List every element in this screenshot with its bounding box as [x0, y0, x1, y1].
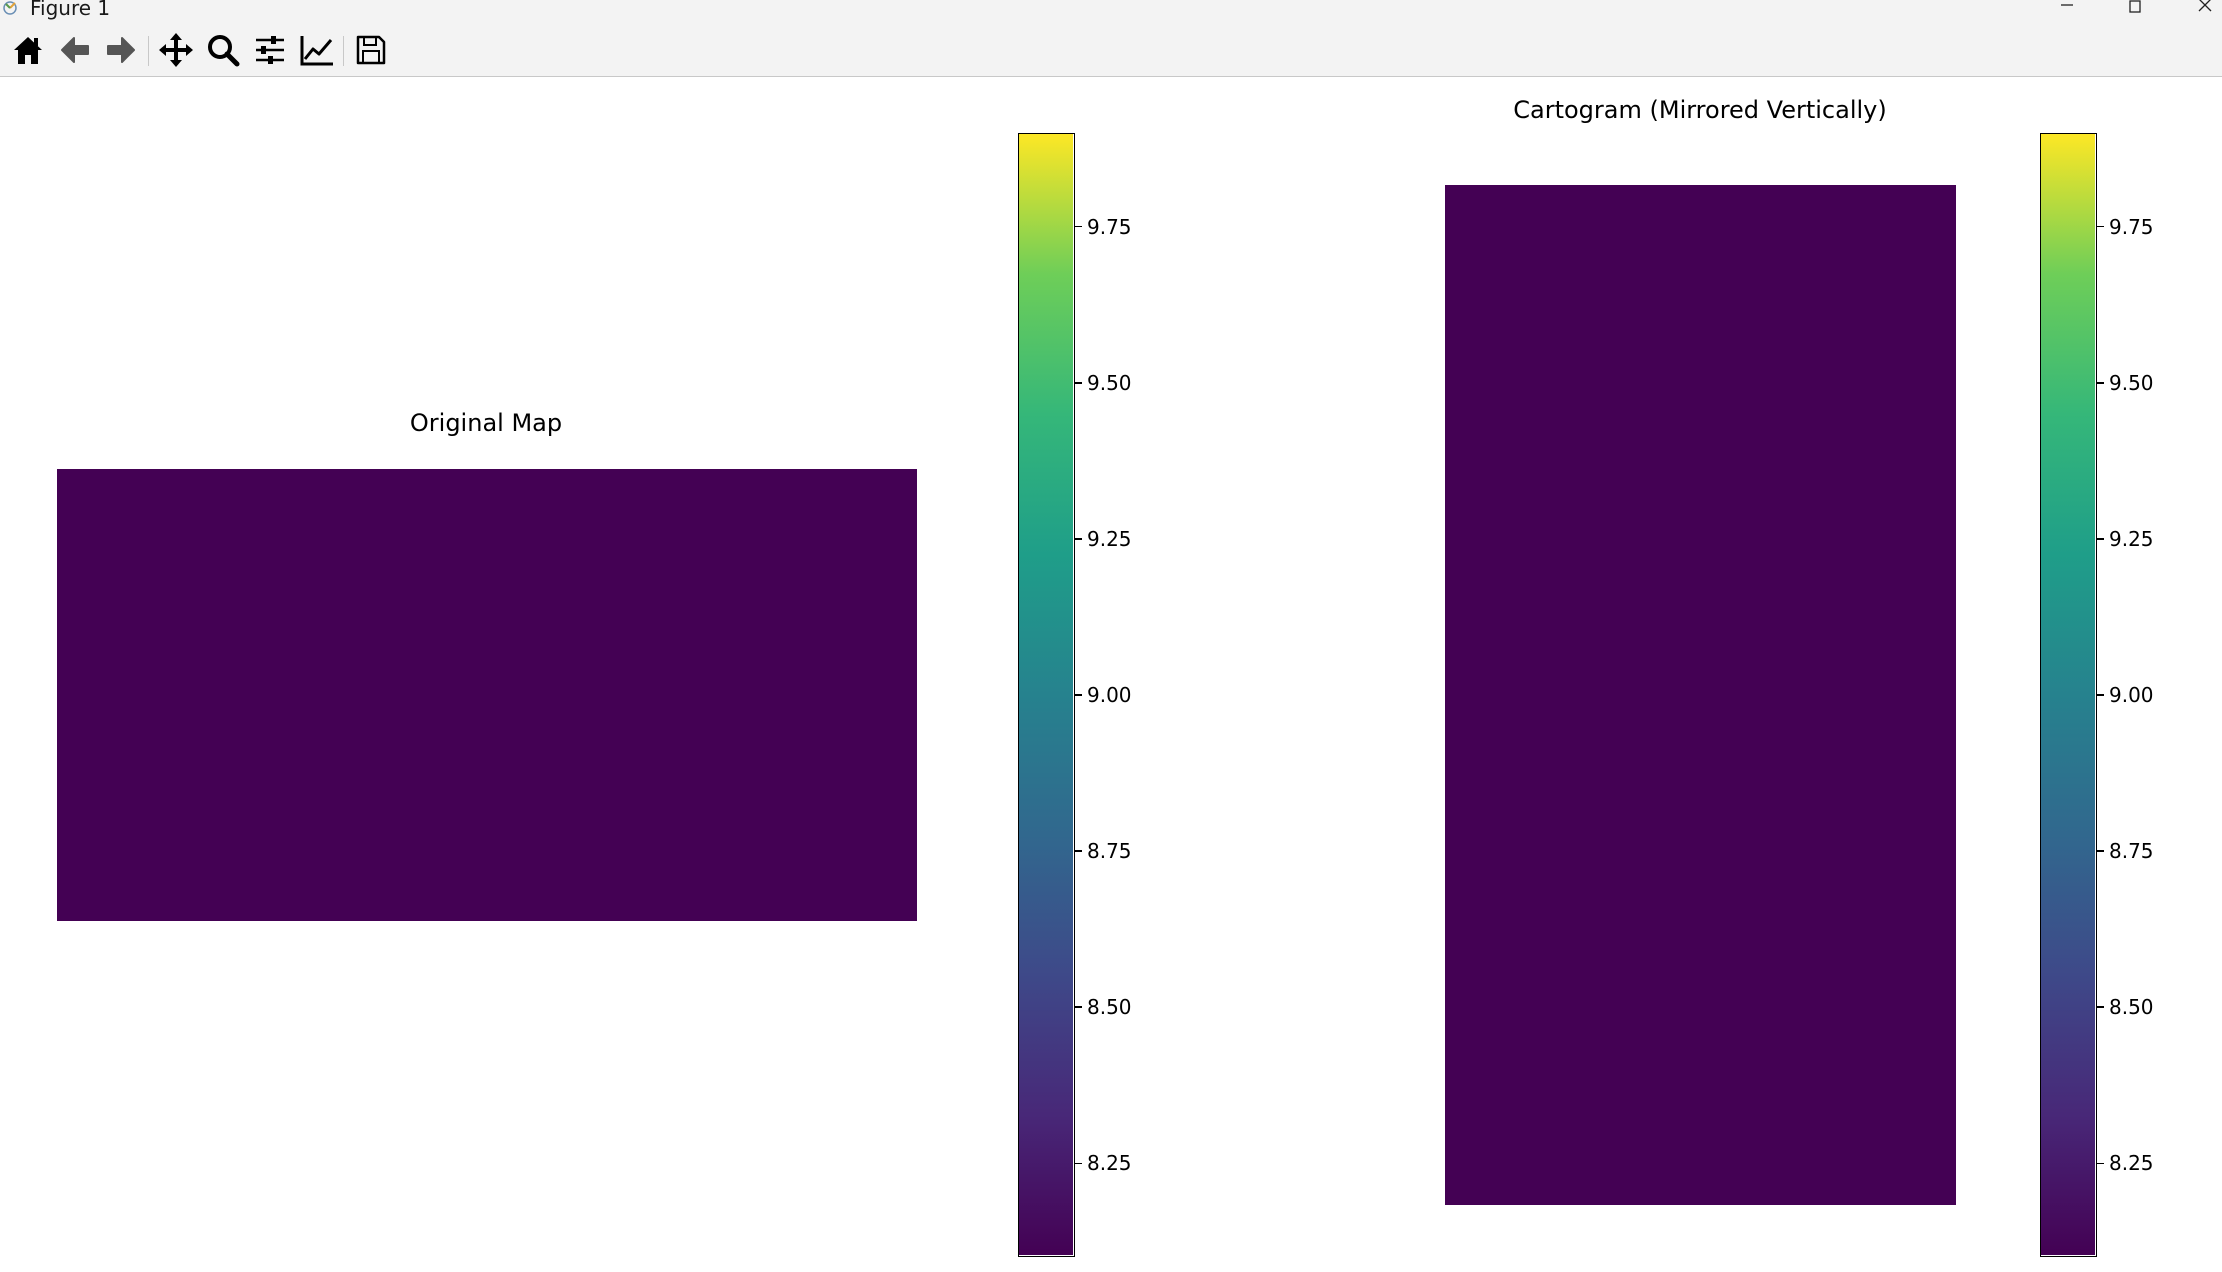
- colorbar-tick-label-right: 9.00: [2109, 683, 2154, 707]
- colorbar-gradient-left: [1019, 134, 1073, 1255]
- forward-button[interactable]: [101, 30, 141, 70]
- colorbar-tick-label-right: 8.25: [2109, 1151, 2154, 1176]
- colorbar-tick-left: [1075, 225, 1082, 228]
- toolbar-separator: [343, 36, 344, 66]
- minimize-button[interactable]: [2037, 0, 2097, 18]
- colorbar-tick-label-left: 9.75: [1087, 214, 1132, 239]
- colorbar-tick-label-left: 9.25: [1087, 526, 1132, 551]
- colorbar-tick-left: [1075, 1006, 1082, 1008]
- save-button[interactable]: [351, 30, 391, 70]
- arrow-right-icon: [107, 37, 135, 63]
- colorbar-tick-label-left: 8.75: [1087, 839, 1132, 864]
- back-button[interactable]: [55, 30, 95, 70]
- maximize-button[interactable]: [2105, 0, 2165, 18]
- edit-axes-button[interactable]: [297, 30, 337, 70]
- colorbar-tick-label-left: 8.25: [1087, 1151, 1132, 1176]
- line-chart-icon: [300, 36, 333, 66]
- magnifier-icon: [208, 35, 240, 67]
- colorbar-gradient-right: [2041, 134, 2095, 1255]
- colorbar-left[interactable]: [1018, 133, 1075, 1257]
- axes-title-original-map: Original Map: [409, 409, 563, 437]
- zoom-button[interactable]: [203, 30, 243, 70]
- colorbar-tick-label-left: 8.50: [1087, 995, 1132, 1020]
- move-icon: [159, 33, 193, 67]
- colorbar-tick-left: [1075, 382, 1082, 384]
- colorbar-tick-right: [2097, 850, 2104, 852]
- sliders-icon: [256, 36, 284, 64]
- home-button[interactable]: [8, 30, 48, 70]
- colorbar-tick-label-right: 9.25: [2109, 526, 2154, 551]
- colorbar-tick-label-left: 9.50: [1087, 370, 1132, 395]
- colorbar-tick-right: [2097, 694, 2104, 696]
- colorbar-tick-right: [2097, 382, 2104, 384]
- navigation-toolbar: [0, 22, 2222, 77]
- colorbar-tick-right: [2097, 1162, 2104, 1165]
- colorbar-tick-label-right: 9.75: [2109, 214, 2154, 239]
- colorbar-tick-right: [2097, 225, 2104, 228]
- window-title: Figure 1: [30, 0, 111, 20]
- subplots-button[interactable]: [250, 30, 290, 70]
- colorbar-tick-left: [1075, 1162, 1082, 1165]
- colorbar-right[interactable]: [2040, 133, 2097, 1257]
- figure-canvas[interactable]: Original Map: [0, 77, 2222, 1272]
- minimize-icon: [2061, 4, 2073, 6]
- cartogram-image[interactable]: [1445, 185, 1956, 1205]
- original-map-image[interactable]: [57, 469, 917, 921]
- colorbar-tick-label-right: 8.50: [2109, 995, 2154, 1020]
- colorbar-tick-label-right: 9.50: [2109, 370, 2154, 395]
- arrow-left-icon: [61, 37, 89, 63]
- floppy-disk-icon: [356, 35, 386, 65]
- close-button[interactable]: [2175, 0, 2222, 18]
- toolbar-separator: [148, 36, 149, 66]
- colorbar-tick-left: [1075, 538, 1082, 540]
- colorbar-tick-label-left: 9.00: [1087, 683, 1132, 707]
- matplotlib-app-icon: [2, 0, 22, 18]
- pan-button[interactable]: [156, 30, 196, 70]
- colorbar-tick-left: [1075, 850, 1082, 852]
- close-icon: [2198, 0, 2212, 12]
- title-bar: Figure 1: [0, 0, 2222, 22]
- maximize-icon: [2129, 0, 2141, 13]
- colorbar-tick-left: [1075, 694, 1082, 696]
- colorbar-tick-right: [2097, 1006, 2104, 1008]
- colorbar-tick-label-right: 8.75: [2109, 839, 2154, 864]
- colorbar-tick-right: [2097, 538, 2104, 540]
- home-icon: [14, 37, 42, 64]
- axes-title-cartogram: Cartogram (Mirrored Vertically): [1513, 96, 1887, 124]
